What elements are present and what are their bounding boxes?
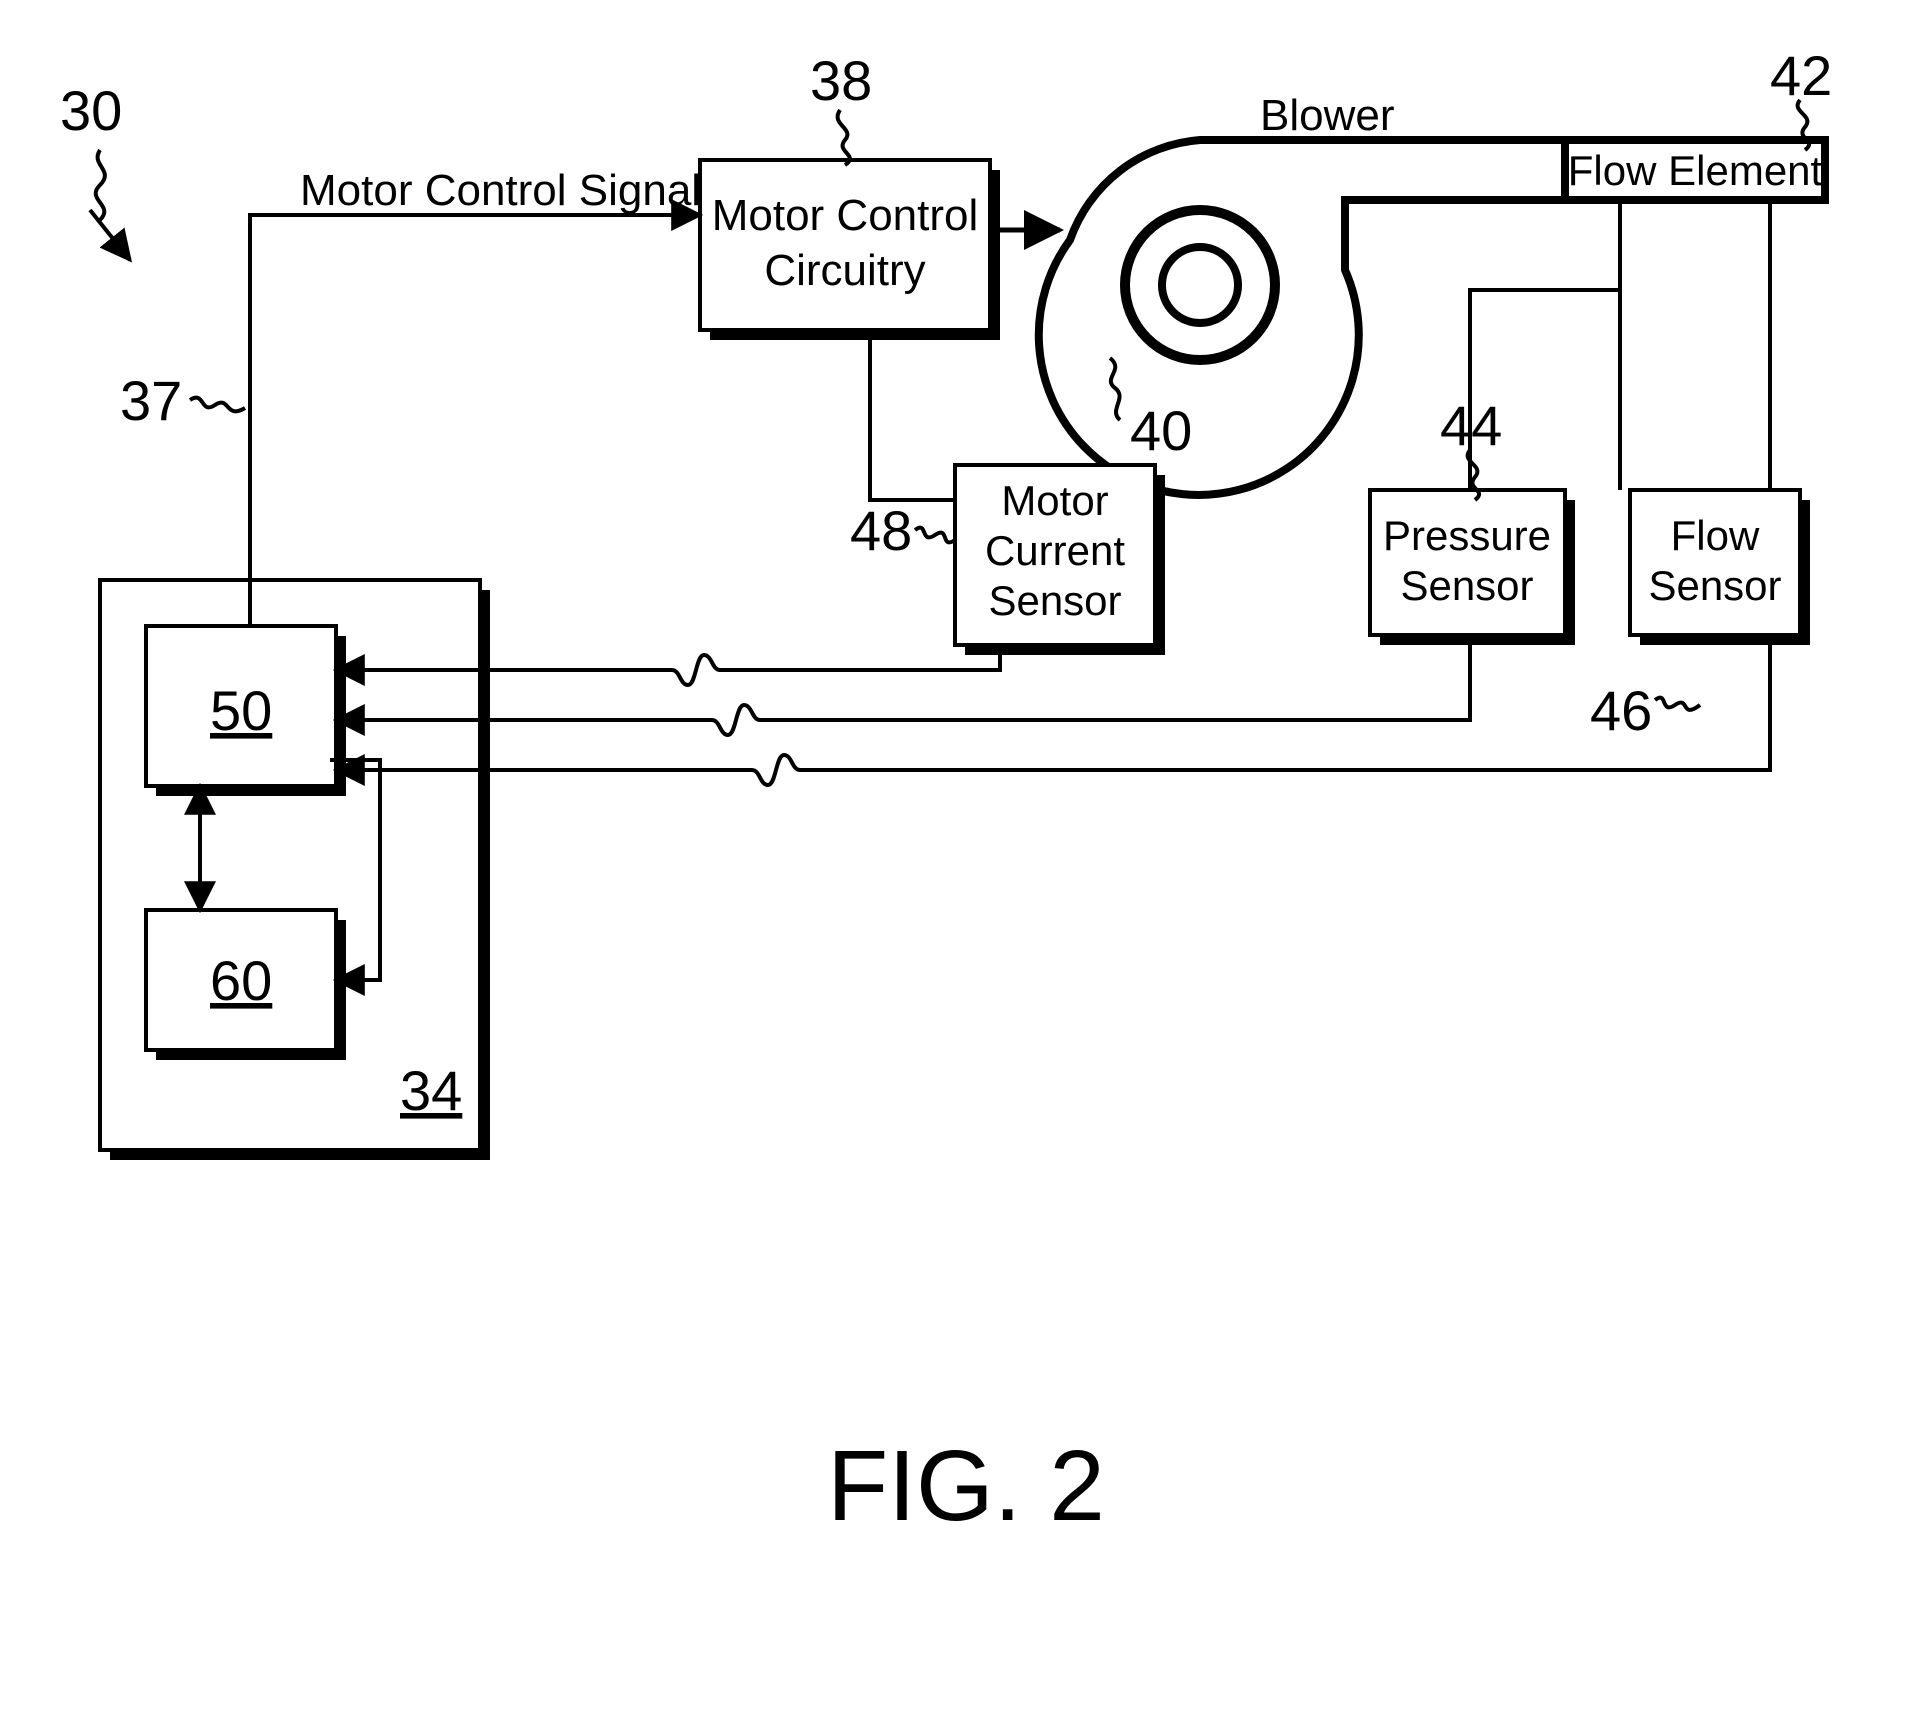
ref-34: 34 (400, 1059, 462, 1122)
motor-control-line2: Circuitry (764, 246, 925, 295)
line-flow-to-50 (336, 635, 1770, 785)
ref-60: 60 (210, 949, 272, 1012)
svg-text:30: 30 (60, 79, 122, 142)
figure-caption: FIG. 2 (827, 1430, 1105, 1542)
block-50: 50 (146, 626, 346, 796)
svg-text:48: 48 (850, 499, 912, 562)
motor-current-sensor: Motor Current Sensor (955, 465, 1165, 655)
line-motor-control-signal (250, 215, 700, 626)
line-mcc-to-current-sensor (870, 330, 955, 500)
ref-30-callout: 30 (60, 79, 130, 260)
block-60: 60 (146, 910, 346, 1060)
svg-text:46: 46 (1590, 679, 1652, 742)
motor-control-line1: Motor Control (712, 191, 979, 240)
svg-text:42: 42 (1770, 44, 1832, 107)
mcs-line3: Sensor (988, 577, 1121, 624)
flow-element-label: Flow Element (1568, 147, 1823, 194)
pressure-sensor: Pressure Sensor (1370, 490, 1575, 645)
ref-44-callout: 44 (1440, 394, 1502, 500)
ref-37-callout: 37 (120, 369, 245, 432)
blower-label: Blower (1260, 91, 1395, 140)
fs-line2: Sensor (1648, 562, 1781, 609)
motor-control-circuitry: Motor Control Circuitry (700, 160, 1000, 340)
ps-line2: Sensor (1400, 562, 1533, 609)
svg-text:37: 37 (120, 369, 182, 432)
ref-38-callout: 38 (810, 49, 872, 165)
ref-46-callout: 46 (1590, 679, 1700, 742)
ref-48-callout: 48 (850, 499, 955, 562)
mcs-line2: Current (985, 527, 1125, 574)
svg-text:40: 40 (1130, 399, 1192, 462)
svg-text:44: 44 (1440, 394, 1502, 457)
flow-sensor: Flow Sensor (1630, 490, 1810, 645)
line-pressure-to-50 (336, 635, 1470, 735)
ref-42-callout: 42 (1770, 44, 1832, 150)
ps-line1: Pressure (1383, 512, 1551, 559)
line-flowelement-to-pressure (1470, 290, 1620, 490)
motor-control-signal-label: Motor Control Signal (300, 166, 701, 215)
mcs-line1: Motor (1001, 477, 1108, 524)
svg-text:38: 38 (810, 49, 872, 112)
ref-50: 50 (210, 679, 272, 742)
flow-element: Flow Element (1565, 140, 1825, 200)
block-diagram: 34 50 60 Motor Control Circuitry Blower … (0, 0, 1932, 1728)
fs-line1: Flow (1671, 512, 1760, 559)
